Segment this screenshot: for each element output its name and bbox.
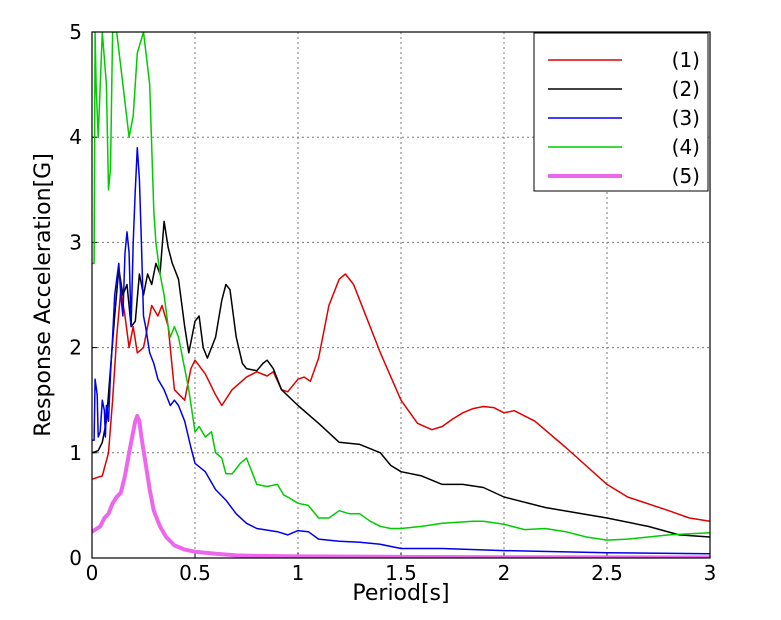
legend: (1) (2) (3) (4) (5) [533, 32, 709, 192]
series-line-5 [92, 414, 710, 558]
y-tick-label: 3 [69, 230, 82, 254]
x-axis-ticks: 0 0.5 1 1.5 2 2.5 3 [86, 553, 717, 585]
series-line-3 [92, 146, 710, 555]
x-axis-label: Period[s] [352, 581, 449, 606]
y-tick-label: 4 [69, 125, 82, 149]
x-tick-label: 1.5 [385, 561, 417, 585]
y-axis-label: Response Acceleration[G] [31, 153, 56, 437]
plot-frame [91, 31, 711, 559]
legend-label-1: (1) [672, 48, 700, 72]
y-tick-label: 2 [69, 336, 82, 360]
legend-label-2: (2) [672, 77, 700, 101]
series-lines [92, 32, 710, 558]
x-tick-label: 2 [498, 561, 511, 585]
x-tick-label: 2.5 [591, 561, 623, 585]
series-line-4 [92, 32, 710, 541]
y-tick-label: 0 [69, 546, 82, 570]
legend-label-3: (3) [672, 106, 700, 130]
y-axis-ticks: 0 1 2 3 4 5 [69, 20, 97, 570]
x-tick-label: 0.5 [179, 561, 211, 585]
y-tick-label: 1 [69, 441, 82, 465]
legend-label-4: (4) [672, 135, 700, 159]
legend-label-5: (5) [672, 164, 700, 188]
series-line-1 [92, 273, 710, 522]
x-tick-label: 0 [86, 561, 99, 585]
y-tick-label: 5 [69, 20, 82, 44]
x-tick-label: 3 [704, 561, 717, 585]
x-tick-label: 1 [292, 561, 305, 585]
